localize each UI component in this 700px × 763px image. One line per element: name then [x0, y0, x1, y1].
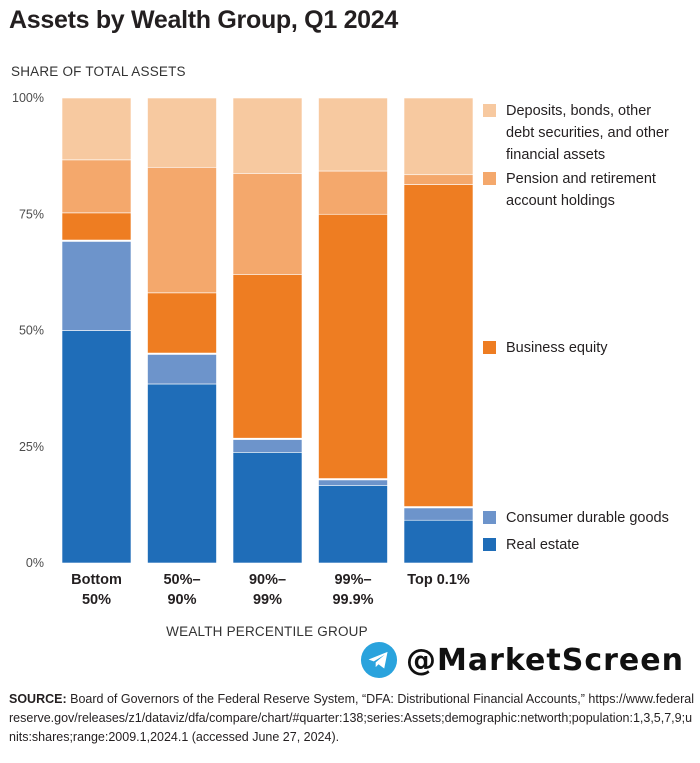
chart-title: Assets by Wealth Group, Q1 2024: [9, 6, 398, 34]
y-tick-label: 100%: [12, 91, 44, 105]
legend-item: Business equity: [483, 340, 608, 356]
bar-segment: [403, 519, 474, 564]
x-tick-label: Bottom 50%: [71, 572, 122, 608]
y-axis-title: SHARE OF TOTAL ASSETS: [11, 64, 186, 79]
bar-segment: [147, 292, 217, 355]
bar-segment: [318, 170, 388, 215]
legend-item: Pension and retirement account holdings: [483, 171, 656, 209]
bar-group: [61, 97, 132, 564]
legend-swatch: [483, 511, 496, 524]
bar-segment: [232, 97, 303, 174]
legend-swatch: [483, 538, 496, 551]
y-tick-label: 0%: [26, 556, 44, 570]
y-axis-ticks: 0% 25% 50% 75% 100%: [12, 91, 44, 570]
bar-segment: [318, 213, 388, 480]
bar-segment: [403, 506, 474, 521]
stacked-bar-chart: SHARE OF TOTAL ASSETS 0% 25% 50% 75% 100% Bo…: [11, 64, 669, 639]
y-tick-label: 50%: [19, 324, 44, 338]
watermark-text: @MarketScreen: [406, 642, 684, 678]
watermark: @MarketScreen: [360, 640, 684, 680]
bar-segment: [61, 330, 132, 564]
legend-swatch: [483, 172, 496, 185]
x-tick-label: 99%– 99.9%: [332, 572, 373, 608]
bar-segment: [147, 97, 217, 168]
bar-segment: [61, 97, 132, 161]
legend-label: Consumer durable goods: [506, 510, 669, 526]
legend: Deposits, bonds, other debt securities, a…: [483, 103, 669, 553]
bar-group: [318, 97, 388, 564]
bar-segment: [232, 274, 303, 440]
legend-item: Real estate: [483, 537, 579, 553]
source-label: SOURCE:: [9, 692, 67, 706]
source-note: SOURCE: Board of Governors of the Federa…: [9, 690, 695, 747]
bar-segment: [318, 485, 388, 564]
bar-segment: [147, 166, 217, 294]
x-axis-title: WEALTH PERCENTILE GROUP: [166, 624, 368, 639]
bar-segment: [403, 97, 474, 176]
bar-group: [232, 97, 303, 564]
x-tick-label: 90%– 99%: [249, 572, 286, 608]
bar-segment: [61, 159, 132, 214]
bar-segment: [147, 383, 217, 564]
y-tick-label: 75%: [19, 207, 44, 221]
legend-label: Deposits, bonds, other debt securities, a…: [506, 103, 669, 163]
bar-segment: [147, 353, 217, 385]
legend-swatch: [483, 104, 496, 117]
bar-group: [403, 97, 474, 564]
bar-segment: [403, 174, 474, 185]
source-text: Board of Governors of the Federal Reserv…: [9, 692, 695, 744]
bar-group: [147, 97, 217, 564]
bar-segment: [232, 173, 303, 276]
legend-item: Consumer durable goods: [483, 510, 669, 526]
y-tick-label: 25%: [19, 440, 44, 454]
x-axis-labels: Bottom 50% 50%– 90% 90%– 99% 99%– 99.9% Top 0.1%: [71, 572, 470, 608]
legend-item: Deposits, bonds, other debt securities, a…: [483, 103, 669, 163]
legend-label: Business equity: [506, 340, 608, 356]
bar-segment: [61, 240, 132, 331]
legend-label: Pension and retirement account holdings: [506, 171, 656, 209]
bar-segment: [232, 452, 303, 564]
x-tick-label: 50%– 90%: [163, 572, 200, 608]
bars: [61, 97, 474, 564]
bar-segment: [403, 184, 474, 508]
bar-segment: [318, 97, 388, 172]
bar-segment: [61, 212, 132, 242]
legend-swatch: [483, 341, 496, 354]
telegram-icon: [360, 641, 398, 679]
bar-segment: [232, 438, 303, 453]
legend-label: Real estate: [506, 537, 579, 553]
x-tick-label: Top 0.1%: [407, 572, 470, 588]
